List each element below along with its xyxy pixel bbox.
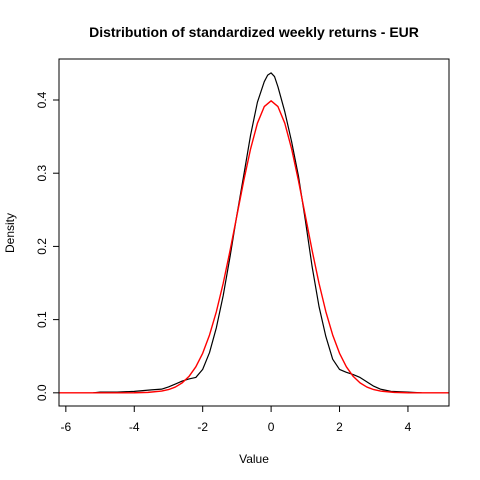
x-tick-label: -2 <box>197 420 208 434</box>
x-tick-label: 2 <box>336 420 343 434</box>
y-tick-label: 0.0 <box>35 384 49 401</box>
series-line-1 <box>59 100 449 394</box>
y-tick-label: 0.2 <box>35 238 49 255</box>
x-tick-label: 4 <box>405 420 412 434</box>
series-layer <box>59 72 449 394</box>
chart-title: Distribution of standardized weekly retu… <box>89 24 419 40</box>
y-tick-label: 0.4 <box>35 91 49 108</box>
x-tick-label: -6 <box>61 420 72 434</box>
y-tick-label: 0.3 <box>35 165 49 182</box>
x-tick-label: 0 <box>268 420 275 434</box>
y-tick-label: 0.1 <box>35 311 49 328</box>
plot-frame <box>58 58 450 407</box>
x-tick-label: -4 <box>129 420 140 434</box>
y-axis-label: Density <box>3 213 17 253</box>
x-axis-label: Value <box>239 452 269 466</box>
series-line-0 <box>93 72 422 394</box>
